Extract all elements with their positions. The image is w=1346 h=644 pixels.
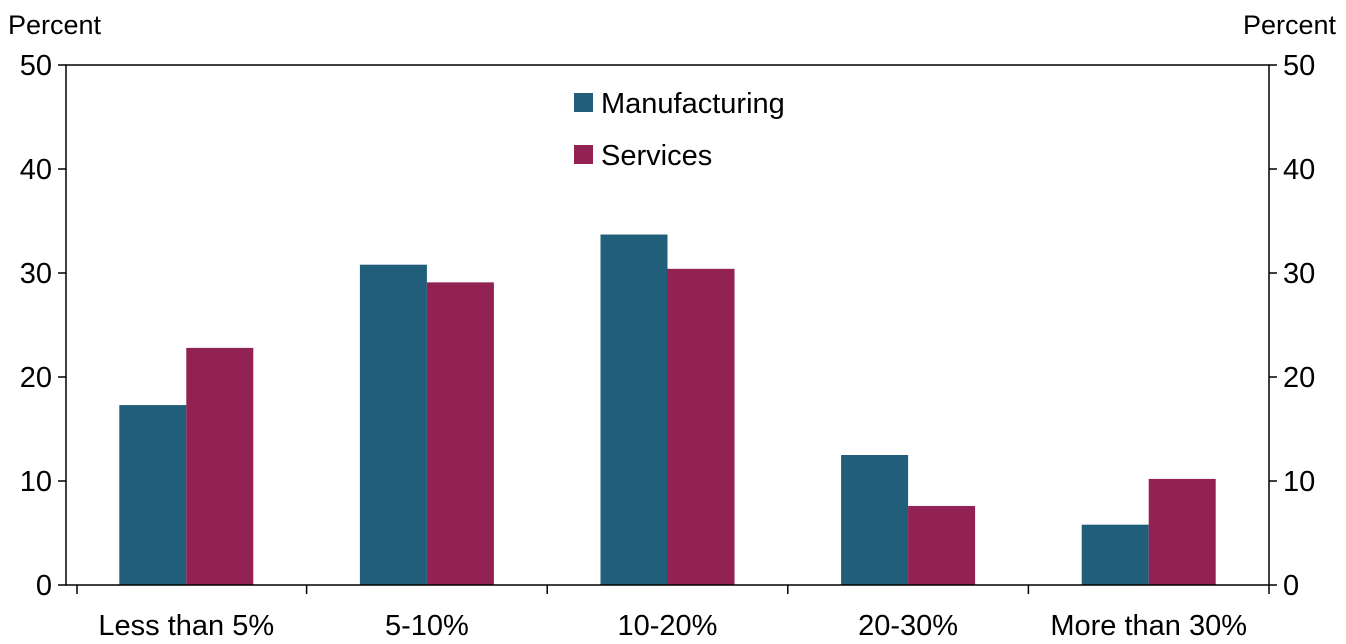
legend-swatch-services: [574, 145, 593, 164]
y-axis: 0 0 10 10 20 20 30 30 40 40 50 50: [20, 50, 1316, 602]
right-axis-unit-label: Percent: [1243, 10, 1337, 40]
y-tick-label-left: 30: [20, 258, 52, 290]
y-tick-label-right: 30: [1283, 258, 1315, 290]
y-tick-label-left: 10: [20, 466, 52, 498]
left-axis-unit-label: Percent: [8, 10, 102, 40]
bar-manufacturing-less-than-5: [119, 405, 187, 585]
bar-services-20-30: [908, 505, 976, 585]
bar-manufacturing-more-than-30: [1081, 524, 1149, 585]
bar-services-less-than-5: [186, 347, 254, 585]
y-tick-label-left: 40: [20, 154, 52, 186]
bar-manufacturing-10-20: [600, 234, 668, 585]
bar-services-more-than-30: [1148, 478, 1216, 585]
plot-frame: [65, 64, 1270, 586]
bar-manufacturing-20-30: [841, 455, 909, 585]
bar-manufacturing-5-10: [359, 264, 427, 585]
y-tick-label-left: 20: [20, 362, 52, 394]
x-tick-label: 10-20%: [618, 610, 718, 642]
legend-label-manufacturing: Manufacturing: [601, 88, 785, 120]
x-tick-label: 20-30%: [858, 610, 958, 642]
x-tick-label: 5-10%: [385, 610, 469, 642]
x-axis: Less than 5% 5-10% 10-20% 20-30% More than 3…: [76, 585, 1270, 642]
y-tick-label-right: 50: [1283, 50, 1315, 82]
x-tick-label: More than 30%: [1050, 610, 1247, 642]
legend: Manufacturing Services: [574, 88, 785, 172]
legend-label-services: Services: [601, 140, 712, 172]
y-tick-label-left: 50: [20, 50, 52, 82]
bar-services-5-10: [426, 282, 494, 585]
x-tick-label: Less than 5%: [98, 610, 274, 642]
y-tick-label-right: 40: [1283, 154, 1315, 186]
y-tick-label-right: 0: [1283, 570, 1299, 602]
y-tick-label-right: 20: [1283, 362, 1315, 394]
y-tick-label-right: 10: [1283, 466, 1315, 498]
bars-group: [119, 234, 1216, 585]
bar-services-10-20: [667, 268, 735, 585]
legend-swatch-manufacturing: [574, 93, 593, 112]
y-tick-label-left: 0: [36, 570, 52, 602]
